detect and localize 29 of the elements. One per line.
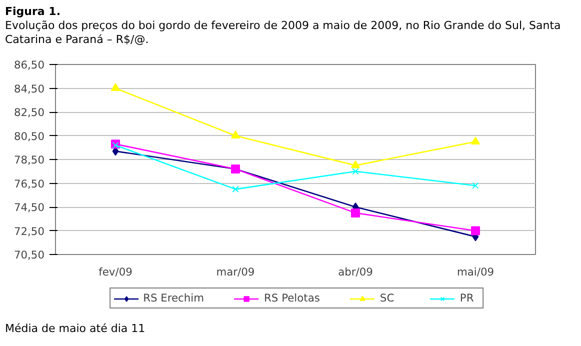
point: [231, 130, 240, 139]
point: [471, 136, 480, 144]
point: [471, 226, 480, 236]
point: [232, 186, 239, 193]
y-tick-label: 72,50: [14, 224, 45, 238]
x-tick-label: abr/09: [338, 266, 374, 278]
legend-label: SC: [380, 292, 396, 304]
y-tick-label: 82,50: [14, 106, 45, 119]
y-tick-label: 84,50: [14, 82, 45, 96]
point: [352, 168, 359, 175]
chart-subtitle: Evolução dos preços do boi gordo de fevereiro de 2009 a maio de 2009, no Rio Grande do Sul, Santa Catarina e Paraná – R$/@.: [5, 19, 561, 46]
legend-label: RS Erechim: [143, 292, 204, 304]
y-tick-label: 80,50: [14, 130, 45, 143]
y-tick-label: 74,50: [14, 201, 45, 214]
x-tick-label: mai/09: [456, 266, 494, 278]
y-tick-label: 86,50: [14, 58, 45, 72]
text: Média de maio até dia 11: [5, 322, 146, 336]
point: [111, 83, 120, 92]
legend-label: RS Pelotas: [264, 292, 320, 304]
point: [472, 182, 479, 189]
y-tick-label: 70,50: [14, 248, 45, 262]
point: [351, 160, 360, 168]
x-tick-label: mar/09: [216, 266, 255, 278]
x-tick-label: fev/09: [98, 266, 133, 278]
legend-label: PR: [460, 292, 475, 304]
y-tick-label: 76,50: [14, 177, 45, 190]
point: [351, 208, 360, 218]
y-tick-label: 78,50: [14, 154, 45, 166]
chart-title: Figura 1.: [5, 5, 60, 18]
